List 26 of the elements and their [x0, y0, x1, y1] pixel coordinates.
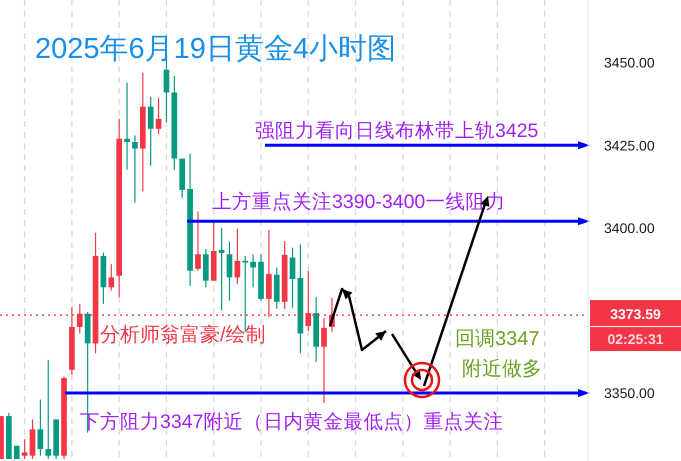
- candlestick: [108, 264, 114, 292]
- candlestick: [132, 134, 138, 204]
- candlestick: [218, 227, 224, 312]
- annotation: 回调3347: [455, 328, 540, 350]
- y-tick-label: 3400.00: [604, 220, 655, 236]
- y-tick-label: 3425.00: [604, 137, 655, 154]
- candlestick: [234, 228, 240, 285]
- candlestick: [148, 96, 154, 166]
- candlestick: [156, 97, 162, 134]
- y-tick-label: 3350.00: [604, 384, 655, 401]
- text: 02:25:31: [607, 331, 664, 348]
- annotation: 附近做多: [462, 358, 542, 380]
- ref-line-label: 3373.59: [610, 306, 662, 322]
- candlestick: [45, 359, 52, 460]
- annotation: 分析师翁富豪/绘制: [100, 323, 266, 346]
- candlestick: [226, 241, 232, 302]
- candlestick: [250, 254, 256, 288]
- candlestick: [290, 247, 296, 308]
- candlestick: [124, 82, 130, 170]
- y-tick-label: 3450.00: [604, 54, 655, 71]
- text: 2025年6月19日黄金4小时图: [35, 33, 396, 65]
- candlestick: [195, 210, 201, 272]
- ref-line-label: 强阻力看向日线布林带上轨3425: [255, 120, 539, 142]
- ref-line-label: 上方重点关注3390-3400一线阻力: [212, 190, 506, 213]
- candlestick: [38, 398, 44, 456]
- candlestick: [321, 317, 327, 404]
